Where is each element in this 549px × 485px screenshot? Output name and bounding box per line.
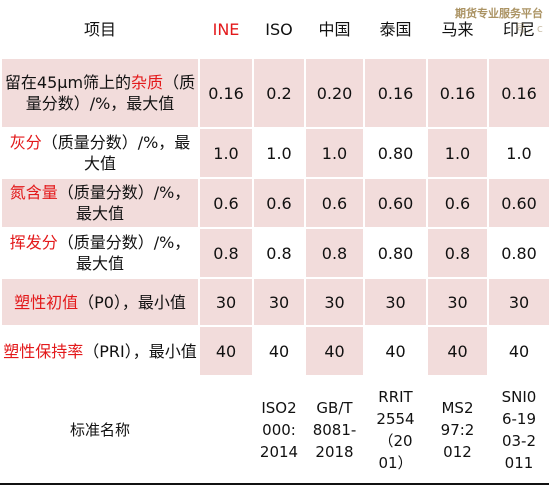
- cell-thailand: 0.60: [363, 177, 428, 229]
- cell-thailand: 40: [363, 325, 428, 377]
- cell-ine: 0.8: [198, 227, 254, 279]
- cell-ine: 0.6: [198, 177, 254, 229]
- cell-indonesia: 1.0: [487, 127, 549, 179]
- standard-thailand: RRIT2554（2001）: [363, 375, 428, 485]
- cell-iso: 0.8: [252, 227, 306, 279]
- cell-ine: 30: [198, 277, 254, 327]
- cell-indonesia: 30: [487, 277, 549, 327]
- row-label: 氮含量（质量分数）/%，最大值: [0, 177, 200, 229]
- row-label: 塑性保持率（PRI），最小值: [0, 325, 200, 377]
- cell-china: 0.8: [304, 227, 365, 279]
- row-label: 挥发分（质量分数）/%，最大值: [0, 227, 200, 279]
- cell-thailand: 0.80: [363, 227, 428, 279]
- header-item: 项目: [0, 0, 200, 59]
- header-row: 项目 INE ISO 中国 泰国 马来 印尼: [0, 0, 549, 59]
- row-label: 留在45μm筛上的杂质（质量分数）/%，最大值: [0, 57, 200, 129]
- row-label: 塑性初值（P0），最小值: [0, 277, 200, 327]
- cell-malaysia: 0.6: [426, 177, 489, 229]
- cell-china: 1.0: [304, 127, 365, 179]
- table-row: 塑性保持率（PRI），最小值 40 40 40 40 40 40: [0, 325, 549, 377]
- cell-malaysia: 40: [426, 325, 489, 377]
- cell-china: 0.6: [304, 177, 365, 229]
- standard-ine: [198, 375, 254, 485]
- standard-china: GB/T8081-2018: [304, 375, 365, 485]
- cell-iso: 1.0: [252, 127, 306, 179]
- cell-iso: 0.6: [252, 177, 306, 229]
- cell-thailand: 0.80: [363, 127, 428, 179]
- cell-indonesia: 0.80: [487, 227, 549, 279]
- row-label: 灰分（质量分数）/%，最大值: [0, 127, 200, 179]
- cell-iso: 40: [252, 325, 306, 377]
- cell-thailand: 0.16: [363, 57, 428, 129]
- header-ine: INE: [198, 0, 254, 59]
- cell-thailand: 30: [363, 277, 428, 327]
- table-row: 塑性初值（P0），最小值 30 30 30 30 30 30: [0, 277, 549, 327]
- cell-indonesia: 0.16: [487, 57, 549, 129]
- cell-malaysia: 0.8: [426, 227, 489, 279]
- cell-ine: 40: [198, 325, 254, 377]
- table-row: 挥发分（质量分数）/%，最大值 0.8 0.8 0.8 0.80 0.8 0.8…: [0, 227, 549, 279]
- cell-malaysia: 0.16: [426, 57, 489, 129]
- standard-label: 标准名称: [0, 375, 200, 485]
- header-thailand: 泰国: [363, 0, 428, 59]
- cell-china: 30: [304, 277, 365, 327]
- cell-malaysia: 30: [426, 277, 489, 327]
- header-iso: ISO: [252, 0, 306, 59]
- cell-iso: 0.2: [252, 57, 306, 129]
- cell-china: 40: [304, 325, 365, 377]
- standard-row: 标准名称 ISO2000:2014 GB/T8081-2018 RRIT2554…: [0, 375, 549, 485]
- header-indonesia: 印尼: [487, 0, 549, 59]
- header-malaysia: 马来: [426, 0, 489, 59]
- table-row: 氮含量（质量分数）/%，最大值 0.6 0.6 0.6 0.60 0.6 0.6…: [0, 177, 549, 229]
- standard-iso: ISO2000:2014: [252, 375, 306, 485]
- table-row: 留在45μm筛上的杂质（质量分数）/%，最大值 0.16 0.2 0.20 0.…: [0, 57, 549, 129]
- cell-iso: 30: [252, 277, 306, 327]
- standard-malaysia: MS297:2012: [426, 375, 489, 485]
- standard-indonesia: SNI06-1903-2011: [487, 375, 549, 485]
- header-china: 中国: [304, 0, 365, 59]
- cell-malaysia: 1.0: [426, 127, 489, 179]
- cell-ine: 1.0: [198, 127, 254, 179]
- cell-ine: 0.16: [198, 57, 254, 129]
- cell-china: 0.20: [304, 57, 365, 129]
- table-row: 灰分（质量分数）/%，最大值 1.0 1.0 1.0 0.80 1.0 1.0: [0, 127, 549, 179]
- cell-indonesia: 0.60: [487, 177, 549, 229]
- cell-indonesia: 40: [487, 325, 549, 377]
